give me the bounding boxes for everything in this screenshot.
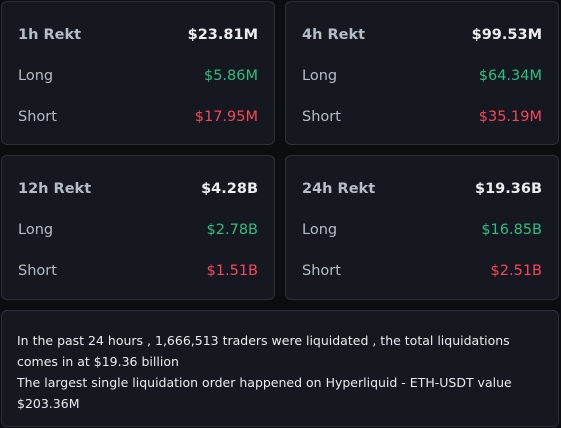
card-24h-rekt: 24h Rekt $19.36B Long $16.85B Short $2.5… — [285, 155, 559, 300]
short-label: Short — [302, 109, 341, 125]
summary-largest-order-text: The largest single liquidation order hap… — [17, 375, 512, 411]
long-label: Long — [302, 222, 338, 238]
long-value: $64.34M — [478, 68, 542, 84]
long-value: $5.86M — [203, 68, 258, 84]
short-value: $35.19M — [478, 109, 542, 125]
card-4h-rekt: 4h Rekt $99.53M Long $64.34M Short $35.1… — [285, 1, 559, 145]
long-value: $16.85B — [481, 222, 542, 238]
short-row: Short $1.51B — [18, 260, 258, 282]
short-value: $17.95M — [194, 109, 258, 125]
card-1h-rekt: 1h Rekt $23.81M Long $5.86M Short $17.95… — [1, 1, 275, 145]
short-label: Short — [302, 263, 341, 279]
card-title: 4h Rekt — [302, 27, 366, 43]
total-row: 4h Rekt $99.53M — [302, 24, 542, 46]
long-row: Long $64.34M — [302, 65, 542, 87]
long-row: Long $5.86M — [18, 65, 258, 87]
card-title: 24h Rekt — [302, 181, 376, 197]
short-row: Short $17.95M — [18, 106, 258, 128]
total-value: $23.81M — [187, 27, 258, 43]
long-value: $2.78B — [206, 222, 258, 238]
total-row: 12h Rekt $4.28B — [18, 178, 258, 200]
total-value: $19.36B — [474, 181, 542, 197]
long-row: Long $16.85B — [302, 219, 542, 241]
total-row: 1h Rekt $23.81M — [18, 24, 258, 46]
total-value: $99.53M — [471, 27, 542, 43]
long-label: Long — [302, 68, 338, 84]
short-row: Short $35.19M — [302, 106, 542, 128]
card-12h-rekt: 12h Rekt $4.28B Long $2.78B Short $1.51B — [1, 155, 275, 300]
card-title: 1h Rekt — [18, 27, 82, 43]
total-row: 24h Rekt $19.36B — [302, 178, 542, 200]
long-label: Long — [18, 68, 54, 84]
short-label: Short — [18, 263, 57, 279]
liquidation-summary: In the past 24 hours , 1,666,513 traders… — [1, 310, 559, 427]
short-row: Short $2.51B — [302, 260, 542, 282]
short-label: Short — [18, 109, 57, 125]
long-label: Long — [18, 222, 54, 238]
summary-total-text: In the past 24 hours , 1,666,513 traders… — [17, 333, 510, 369]
long-row: Long $2.78B — [18, 219, 258, 241]
short-value: $2.51B — [490, 263, 542, 279]
total-value: $4.28B — [201, 181, 258, 197]
card-title: 12h Rekt — [18, 181, 92, 197]
short-value: $1.51B — [206, 263, 258, 279]
